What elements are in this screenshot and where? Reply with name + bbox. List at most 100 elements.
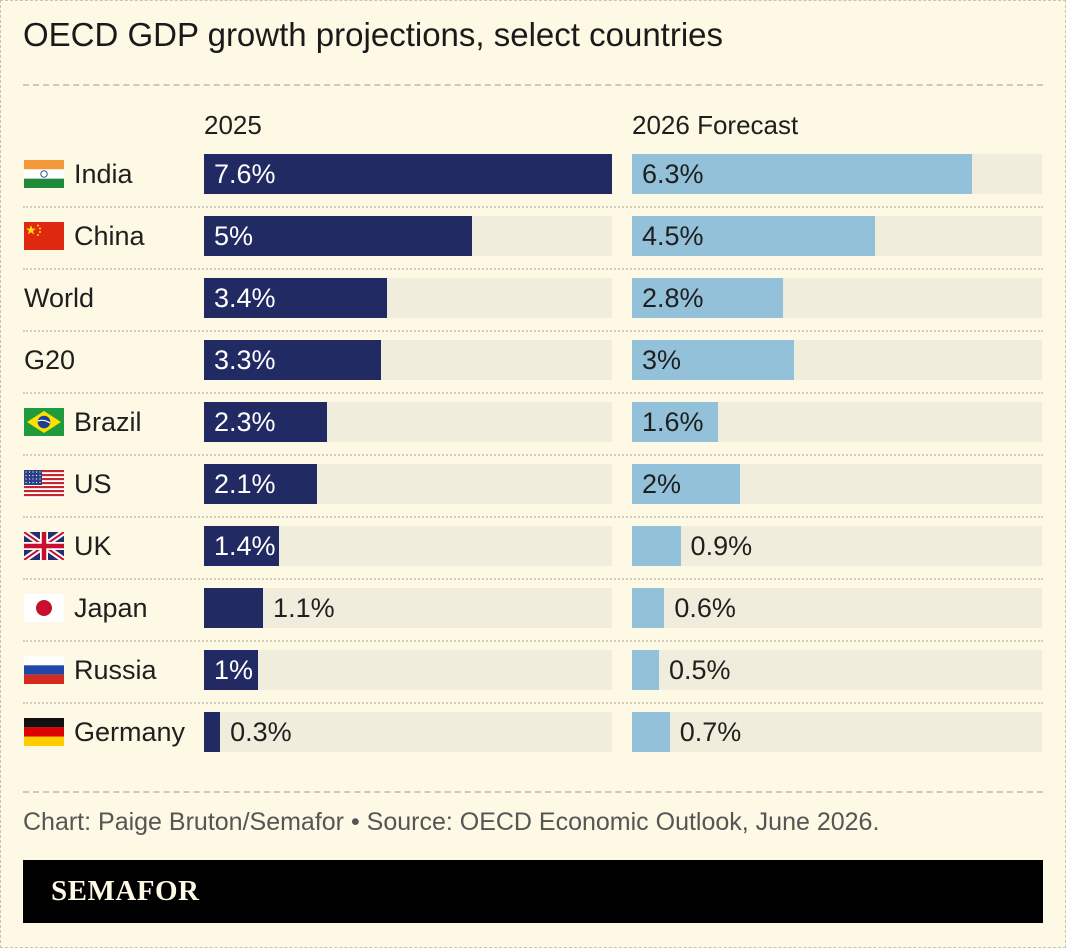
bar-track-2025: 1.4% (204, 526, 612, 566)
category-label: Germany (74, 717, 186, 747)
bar-2025 (204, 278, 387, 318)
category-label: US (74, 469, 112, 499)
bar-2026 (632, 588, 665, 628)
bar-track-2026: 2% (632, 464, 1042, 504)
uk-flag-icon (24, 532, 64, 560)
chart-row: Brazil 2.3% 1.6% (0, 402, 1066, 464)
top-divider (23, 84, 1043, 86)
chart-source-note: Chart: Paige Bruton/Semafor • Source: OE… (23, 808, 880, 836)
data-label-2025: 0.3% (230, 717, 292, 747)
bar-track-2026: 3% (632, 340, 1042, 380)
japan-flag-icon (24, 594, 64, 622)
bar-2025 (204, 712, 221, 752)
chart-row: China 5% 4.5% (0, 216, 1066, 278)
bar-2025 (204, 650, 258, 690)
category-label: UK (74, 531, 112, 561)
data-label-2025: 1.1% (273, 593, 335, 623)
category-label: World (24, 283, 95, 313)
data-label-2025: 2.1% (214, 469, 276, 499)
bar-track-2026: 0.9% (632, 526, 1042, 566)
column-header-2025: 2025 (204, 110, 262, 140)
data-label-2026: 1.6% (642, 407, 704, 437)
bar-track-2025: 0.3% (204, 712, 612, 752)
bar-track-2025: 7.6% (204, 154, 612, 194)
bar-track-2026: 1.6% (632, 402, 1042, 442)
bar-track-2025: 3.3% (204, 340, 612, 380)
row-divider (23, 578, 1043, 580)
bar-2025 (204, 402, 328, 442)
row-divider (23, 454, 1043, 456)
semafor-logo: SEMAFOR (51, 875, 200, 907)
bottom-divider (23, 791, 1043, 793)
bar-2026 (632, 154, 972, 194)
column-header-2026-forecast: 2026 Forecast (632, 110, 799, 140)
india-flag-icon (24, 160, 64, 188)
row-divider (23, 516, 1043, 518)
data-label-2026: 2.8% (642, 283, 704, 313)
bar-2026 (632, 526, 681, 566)
chart-row: Japan 1.1% 0.6% (0, 588, 1066, 650)
row-divider (23, 330, 1043, 332)
bar-track-2026: 0.6% (632, 588, 1042, 628)
data-label-2025: 1.4% (214, 531, 276, 561)
chart-row: Russia 1% 0.5% (0, 650, 1066, 712)
bar-2025 (204, 588, 264, 628)
bar-track-2026: 4.5% (632, 216, 1042, 256)
data-label-2026: 6.3% (642, 159, 704, 189)
bar-track-2025: 2.3% (204, 402, 612, 442)
bar-track-2025: 5% (204, 216, 612, 256)
brand-footer: SEMAFOR (23, 860, 1043, 923)
bar-track-2026: 0.5% (632, 650, 1042, 690)
data-label-2025: 1% (214, 655, 254, 685)
bar-2025 (204, 340, 382, 380)
china-flag-icon (24, 222, 64, 250)
germany-flag-icon (24, 718, 64, 746)
category-label: Brazil (74, 407, 142, 437)
category-label: China (74, 221, 145, 251)
brazil-flag-icon (24, 408, 64, 436)
bar-2025 (204, 216, 473, 256)
bar-track-2025: 3.4% (204, 278, 612, 318)
bar-track-2026: 2.8% (632, 278, 1042, 318)
data-label-2026: 0.5% (668, 655, 731, 685)
bar-track-2025: 1% (204, 650, 612, 690)
bar-track-2025: 2.1% (204, 464, 612, 504)
data-label-2026: 0.9% (690, 531, 753, 561)
bar-2026 (632, 278, 784, 318)
data-label-2026: 0.6% (674, 593, 736, 623)
russia-flag-icon (24, 656, 64, 684)
data-label-2025: 3.4% (214, 283, 276, 313)
chart-row: India 7.6% 6.3% (0, 154, 1066, 216)
data-label-2026: 3% (642, 345, 682, 375)
bar-2025 (204, 154, 612, 194)
category-label: Russia (74, 655, 157, 685)
category-label: Japan (74, 593, 148, 623)
bar-2026 (632, 650, 659, 690)
chart-row: UK 1.4% 0.9% (0, 526, 1066, 588)
data-label-2026: 4.5% (642, 221, 704, 251)
row-divider (23, 702, 1043, 704)
data-label-2025: 5% (214, 221, 254, 251)
bar-track-2025: 1.1% (204, 588, 612, 628)
data-label-2025: 7.6% (214, 159, 276, 189)
category-label: India (74, 159, 133, 189)
row-divider (23, 268, 1043, 270)
row-divider (23, 640, 1043, 642)
us-flag-icon (24, 470, 64, 498)
chart-row: World 3.4% 2.8% (0, 278, 1066, 340)
data-label-2026: 0.7% (679, 717, 742, 747)
bar-2026 (632, 340, 794, 380)
data-label-2025: 2.3% (214, 407, 276, 437)
row-divider (23, 206, 1043, 208)
chart-row: G20 3.3% 3% (0, 340, 1066, 402)
bar-2025 (204, 464, 317, 504)
bar-2026 (632, 402, 719, 442)
bar-2025 (204, 526, 280, 566)
bar-2026 (632, 216, 875, 256)
bar-track-2026: 6.3% (632, 154, 1042, 194)
chart-title: OECD GDP growth projections, select coun… (23, 16, 724, 53)
row-divider (23, 392, 1043, 394)
bar-track-2026: 0.7% (632, 712, 1042, 752)
bar-2026 (632, 464, 740, 504)
chart-row: US 2.1% 2% (0, 464, 1066, 526)
